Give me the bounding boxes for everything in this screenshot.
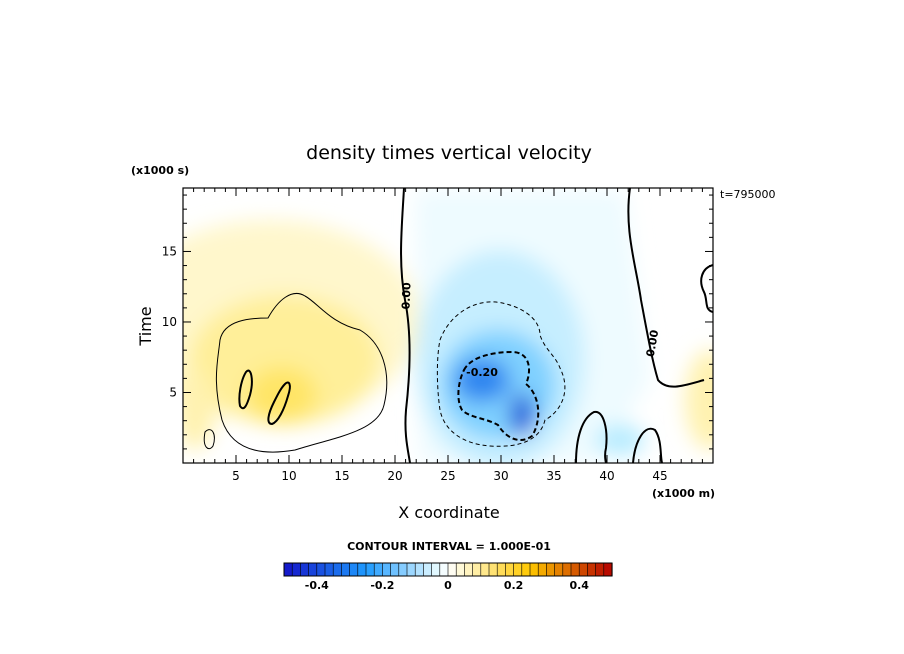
y-tick-label: 5 xyxy=(169,385,177,399)
negative-peak-2 xyxy=(510,393,534,437)
zero-contour-lower xyxy=(575,410,608,463)
colorbar-cell xyxy=(349,562,359,577)
colorbar-cell xyxy=(488,562,498,577)
colorbar-tick-label: -0.2 xyxy=(370,579,394,592)
colorbar-cell xyxy=(291,562,302,577)
zero-contour-right-edge xyxy=(700,264,713,313)
chart-title: density times vertical velocity xyxy=(306,142,592,164)
colorbar-cell xyxy=(423,562,433,577)
colorbar-cell xyxy=(365,562,375,577)
colorbar-cell xyxy=(595,562,605,577)
colorbar-tick-label: 0.4 xyxy=(569,579,589,592)
y-tick-labels: 5 10 15 xyxy=(162,244,177,399)
colorbar-cell xyxy=(341,562,351,577)
contour-label-negative: -0.20 xyxy=(466,366,498,379)
x-tick-label: 35 xyxy=(546,469,561,483)
colorbar-cell xyxy=(521,562,531,577)
y-axis-unit: (x1000 s) xyxy=(131,164,189,177)
colorbar-cell xyxy=(546,562,556,577)
x-tick-label: 15 xyxy=(334,469,349,483)
y-tick-label: 15 xyxy=(162,244,177,258)
positive-peak xyxy=(247,367,317,423)
time-stamp: t=795000 xyxy=(720,188,776,201)
x-axis-unit: (x1000 m) xyxy=(652,487,715,500)
x-tick-label: 40 xyxy=(599,469,614,483)
zero-contour-right xyxy=(627,188,705,388)
colorbar-cell xyxy=(439,562,449,577)
heatmap-layer xyxy=(183,190,713,463)
colorbar-cell xyxy=(398,562,408,577)
colorbar-cell xyxy=(472,562,482,577)
colorbar-cell xyxy=(554,562,564,577)
colorbar-cell xyxy=(505,562,515,577)
positive-contour-0.2-b xyxy=(267,381,291,426)
colorbar-tick-label: -0.4 xyxy=(305,579,329,592)
colorbar-cell xyxy=(300,562,310,577)
colorbar-tick-label: 0.2 xyxy=(504,579,524,592)
negative-contour-0.2 xyxy=(457,350,540,441)
colorbar-cell xyxy=(373,562,384,577)
zero-contour-lower-right xyxy=(632,427,663,463)
colorbar-cell xyxy=(283,562,293,577)
negative-contour-0.1 xyxy=(436,301,566,447)
colorbar-cell xyxy=(529,562,539,577)
colorbar-cell xyxy=(496,562,507,577)
positive-contour-0.2-a xyxy=(238,369,253,410)
x-tick-label: 25 xyxy=(440,469,455,483)
colorbar-cell xyxy=(570,562,580,577)
colorbar-frame xyxy=(283,562,613,577)
plot-area: 0.00 0.00 -0.20 xyxy=(183,188,713,463)
colorbar-cell xyxy=(587,562,597,577)
positive-contour-edge xyxy=(203,429,215,450)
colorbar-cell xyxy=(578,562,589,577)
x-tick-label: 10 xyxy=(281,469,296,483)
x-tick-labels: 5 10 15 20 25 30 35 40 45 xyxy=(232,469,667,483)
positive-region-core xyxy=(190,295,380,425)
colorbar-tick-labels: -0.4 -0.2 0 0.2 0.4 xyxy=(305,579,590,592)
colorbar-cell xyxy=(537,562,548,577)
negative-secondary xyxy=(595,424,645,456)
contour-interval-label: CONTOUR INTERVAL = 1.000E-01 xyxy=(347,540,551,553)
colorbar-cell xyxy=(455,562,466,577)
colorbar xyxy=(283,562,613,577)
y-tick-label: 10 xyxy=(162,315,177,329)
colorbar-cell xyxy=(447,562,457,577)
colorbar-cell xyxy=(562,562,572,577)
y-axis-label: Time xyxy=(136,306,155,346)
colorbar-cell xyxy=(464,562,474,577)
colorbar-cell xyxy=(390,562,400,577)
contour-label-zero-right: 0.00 xyxy=(644,329,662,358)
colorbar-cell xyxy=(414,562,425,577)
x-axis-label: X coordinate xyxy=(398,503,499,522)
colorbar-tick-label: 0 xyxy=(444,579,452,592)
x-tick-label: 20 xyxy=(387,469,402,483)
colorbar-cell xyxy=(308,562,318,577)
colorbar-cell xyxy=(480,562,490,577)
colorbar-cell xyxy=(431,562,441,577)
colorbar-cell xyxy=(324,562,334,577)
positive-region-edge xyxy=(183,370,215,450)
colorbar-cell xyxy=(382,562,392,577)
x-tick-label: 5 xyxy=(232,469,240,483)
colorbar-cell xyxy=(357,562,367,577)
contour-label-zero-left: 0.00 xyxy=(400,282,414,310)
positive-region-right xyxy=(685,350,713,450)
colorbar-cell xyxy=(406,562,416,577)
x-tick-label: 30 xyxy=(493,469,508,483)
zero-contour-left xyxy=(400,188,411,463)
colorbar-cell xyxy=(513,562,523,577)
positive-contour-0.1 xyxy=(215,293,388,453)
colorbar-cell xyxy=(603,562,613,577)
contours xyxy=(203,188,713,463)
x-tick-label: 45 xyxy=(652,469,667,483)
axis-ticks xyxy=(183,188,713,463)
colorbar-cell xyxy=(332,562,343,577)
colorbar-cell xyxy=(316,562,326,577)
negative-peak xyxy=(454,358,510,402)
